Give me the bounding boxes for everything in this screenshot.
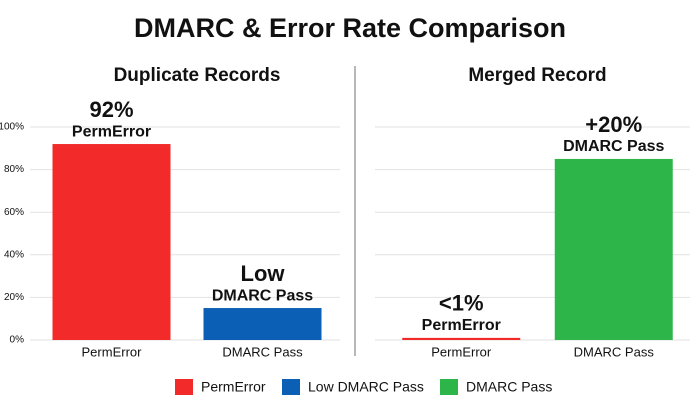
legend-swatch (282, 379, 300, 395)
legend-swatch (440, 379, 458, 395)
bar-label: Low (241, 261, 286, 286)
bar (402, 337, 521, 340)
y-tick-label: 100% (0, 122, 24, 133)
bar-label: +20% (585, 112, 642, 137)
legend-swatch (175, 379, 193, 395)
bar-label: PermError (72, 123, 151, 140)
x-tick-label: PermError (82, 344, 143, 359)
x-tick-label: DMARC Pass (574, 344, 655, 359)
bar (554, 158, 673, 340)
y-tick-label: 40% (4, 249, 24, 260)
bar (203, 308, 322, 340)
bar-label: PermError (422, 317, 501, 334)
legend-label: Low DMARC Pass (308, 379, 424, 395)
x-tick-label: DMARC Pass (222, 344, 303, 359)
legend-label: DMARC Pass (466, 379, 552, 395)
x-tick-label: PermError (431, 344, 492, 359)
y-tick-label: 0% (10, 335, 25, 346)
y-tick-label: 80% (4, 164, 24, 175)
bar (52, 144, 171, 340)
bar-label: 92% (89, 97, 133, 122)
legend-label: PermError (201, 379, 266, 395)
bar-label: DMARC Pass (212, 287, 313, 304)
panel-title: Duplicate Records (114, 65, 281, 86)
chart-title: DMARC & Error Rate Comparison (134, 13, 566, 43)
y-tick-label: 60% (4, 207, 24, 218)
bar-label: <1% (439, 291, 484, 316)
y-tick-label: 20% (4, 292, 24, 303)
bar-label: DMARC Pass (563, 138, 664, 155)
panel-title: Merged Record (468, 65, 606, 86)
